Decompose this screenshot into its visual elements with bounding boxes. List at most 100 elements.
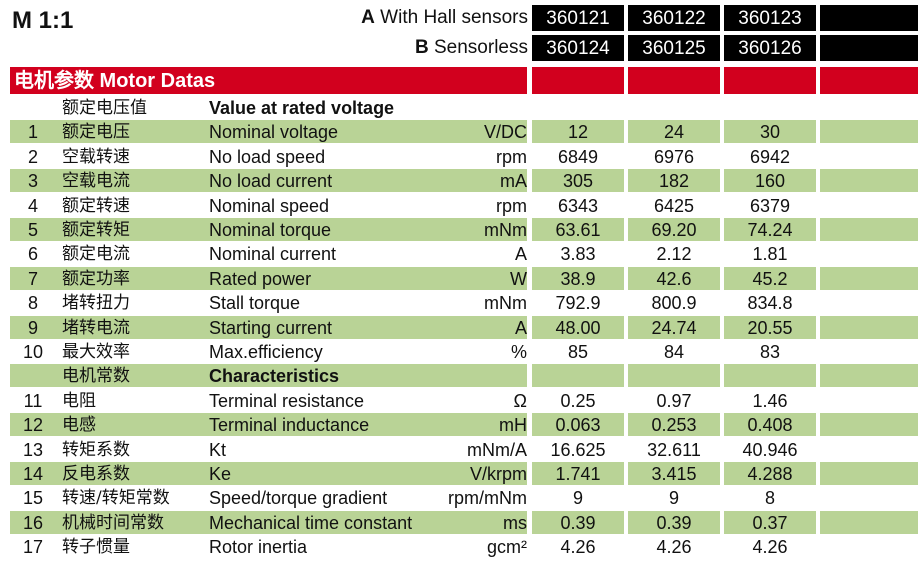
- value-cell: 9: [572, 488, 583, 509]
- row-index: 1: [27, 122, 38, 143]
- row-shade: [532, 218, 624, 241]
- section-title: 电机参数 Motor Datas: [14, 70, 216, 92]
- value-cell: 32.611: [647, 439, 701, 460]
- english-label: Nominal speed: [209, 195, 330, 216]
- english-label: Characteristics: [209, 366, 340, 387]
- section-row: 电机常数 Characteristics: [10, 364, 918, 388]
- value-cell: 8: [764, 488, 775, 509]
- row-shade: [628, 413, 720, 437]
- english-label: Value at rated voltage: [209, 98, 395, 118]
- scale-title: M 1:1: [12, 7, 74, 34]
- value-cell: 30: [759, 122, 781, 143]
- english-label: Max.efficiency: [209, 342, 323, 362]
- row-shade: [628, 315, 720, 339]
- table-row: 4 额定转速 Nominal speed rpm 6343 6425 6379: [10, 194, 918, 217]
- chinese-label: 反电系数: [62, 464, 130, 484]
- row-index: 17: [22, 537, 44, 558]
- section-row: 额定电压值 Value at rated voltage: [10, 96, 918, 119]
- table-row: 1 额定电压 Nominal voltage V/DC 12 24 30: [10, 120, 918, 144]
- value-cell: 45.2: [752, 268, 788, 289]
- english-label: Speed/torque gradient: [209, 488, 388, 509]
- row-shade: [820, 462, 918, 485]
- row-shade: [532, 120, 624, 144]
- row-shade: [10, 462, 527, 485]
- row-shade: [724, 169, 816, 193]
- row-index: 14: [22, 464, 44, 484]
- unit-label: gcm²: [487, 537, 527, 558]
- row-shade: [724, 218, 816, 241]
- red-segment-1: [532, 67, 624, 94]
- row-index: 8: [27, 293, 38, 314]
- part-number-a3: 360123: [724, 5, 816, 31]
- row-shade: [628, 169, 720, 193]
- part-number-a-blank: [820, 5, 918, 31]
- row-shade: [532, 510, 624, 534]
- english-label: Rotor inertia: [209, 537, 308, 558]
- row-shade: [820, 510, 918, 534]
- value-cell: 0.408: [747, 415, 793, 436]
- unit-label: mH: [499, 415, 527, 436]
- part-number-b3: 360126: [724, 35, 816, 61]
- row-shade: [820, 266, 918, 290]
- row-index: [10, 364, 56, 387]
- value-cell: 6343: [557, 195, 599, 216]
- row-index: 4: [27, 195, 38, 216]
- value-cell: 16.625: [550, 439, 606, 460]
- row-index: 11: [23, 390, 43, 411]
- unit-label: [430, 364, 527, 387]
- row-shade: [820, 315, 918, 339]
- value-cell: 9: [668, 488, 679, 509]
- value-cell: 24: [663, 122, 685, 143]
- unit-label: V/DC: [483, 122, 527, 143]
- unit-label: rpm/mNm: [448, 488, 527, 509]
- row-shade: [10, 315, 527, 339]
- red-segment-2: [628, 67, 720, 94]
- value-cell: 6425: [653, 195, 695, 216]
- unit-label: mNm/A: [467, 439, 527, 460]
- part-number-b2: 360125: [628, 35, 720, 61]
- value-cell: 1.46: [752, 390, 788, 411]
- row-shade: [628, 266, 720, 290]
- row-index: 16: [22, 512, 44, 533]
- table-row: 7 额定功率 Rated power W 38.9 42.6 45.2: [10, 266, 918, 290]
- value-cell: 3.83: [560, 244, 596, 265]
- chinese-label: 额定电压值: [62, 98, 147, 118]
- chinese-label: 空载电流: [62, 171, 130, 192]
- value-cell: 74.24: [747, 220, 793, 240]
- english-label: Nominal voltage: [209, 122, 339, 143]
- value-cell: 800.9: [651, 293, 697, 314]
- value-cell: 182: [658, 171, 690, 192]
- english-label: Ke: [209, 464, 232, 484]
- table-row: 11 电阻 Terminal resistance Ω 0.25 0.97 1.46: [10, 389, 918, 412]
- red-segment-4: [820, 67, 918, 94]
- row-shade: [10, 169, 527, 193]
- value-cell: 2.12: [656, 244, 692, 265]
- value-cell: 4.26: [656, 537, 692, 558]
- row-shade: [10, 364, 527, 388]
- value-cell: 0.37: [752, 512, 788, 533]
- row-shade: [628, 364, 720, 388]
- row-shade: [10, 218, 527, 241]
- value-cell: 1.741: [555, 464, 601, 484]
- section-header-bar: 电机参数 Motor Datas: [10, 67, 918, 94]
- unit-label: %: [510, 342, 527, 362]
- value-cell: 83: [759, 342, 781, 362]
- value-cell: [628, 96, 720, 119]
- row-index: 7: [27, 268, 38, 289]
- value-cell: 6942: [749, 146, 791, 167]
- value-cell: 24.74: [651, 317, 697, 338]
- unit-label: rpm: [496, 195, 527, 216]
- row-shade: [10, 120, 527, 144]
- unit-label: A: [514, 317, 527, 338]
- table-row: 5 额定转矩 Nominal torque mNm 63.61 69.20 74.24: [10, 218, 918, 241]
- table-row: 6 额定电流 Nominal current A 3.83 2.12 1.81: [10, 242, 918, 265]
- table-row: 15 转速/转矩常数 Speed/torque gradient rpm/mNm 9 9 8: [10, 486, 918, 509]
- value-cell: 834.8: [747, 293, 793, 314]
- variant-a-label: A With Hall sensors: [0, 5, 528, 31]
- unit-label: mNm: [484, 220, 527, 240]
- part-number-a2: 360122: [628, 5, 720, 31]
- table-row: 16 机械时间常数 Mechanical time constant ms 0.39 0.…: [10, 510, 918, 534]
- row-shade: [10, 266, 527, 290]
- english-label: No load current: [209, 171, 333, 192]
- part-number-a1: 360121: [532, 5, 624, 31]
